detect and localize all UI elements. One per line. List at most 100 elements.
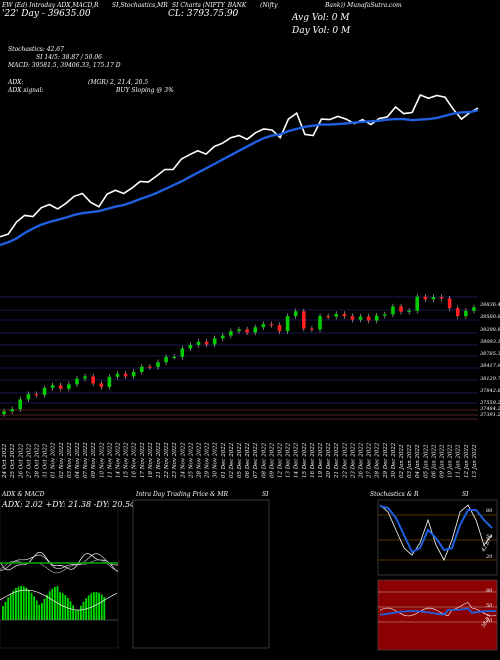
header-line3: SI Charts (NIFTY_BANK	[172, 2, 247, 9]
macd-signal-line	[0, 589, 118, 611]
date-tick-label: 22 Dec 2022	[342, 442, 348, 479]
bear-candle	[310, 328, 314, 330]
rsi-annotation: 38.87	[481, 613, 494, 629]
bull-candle	[180, 348, 185, 357]
bull-candle	[415, 296, 420, 311]
macd-histogram-bar	[20, 586, 22, 620]
macd-histogram-bar	[82, 601, 85, 620]
date-tick-label: 01 Dec 2022	[221, 442, 227, 478]
macd-histogram-bar	[77, 610, 80, 620]
bull-candle	[374, 315, 379, 321]
date-tick-label: 23 Dec 2022	[350, 442, 356, 479]
price-series-line	[0, 93, 479, 238]
macd-histogram-bar	[72, 605, 74, 620]
date-tick-label: 24 Oct 2022	[2, 443, 8, 479]
bear-candle	[269, 324, 274, 326]
date-tick-label: 04 Jan 2022	[415, 444, 421, 478]
macd-histogram-bar	[61, 593, 64, 620]
macd-histogram-bar	[54, 586, 56, 620]
date-tick-label: 14 Nov 2022	[115, 442, 121, 478]
bear-candle	[148, 366, 152, 368]
adx-line	[0, 551, 119, 572]
macd-histogram-bar	[4, 601, 7, 620]
macd-histogram-bar	[41, 602, 43, 620]
macd-histogram-bar	[64, 595, 67, 620]
date-tick-label: 30 Nov 2022	[213, 442, 219, 478]
stochastics-value: Stochastics: 42.67	[8, 46, 64, 53]
date-tick-label: 26 Dec 2022	[359, 442, 365, 479]
bull-candle	[358, 316, 363, 320]
bull-candle	[26, 394, 31, 400]
date-tick-label: 16 Nov 2022	[132, 442, 138, 478]
stoch-tick-label: 20	[485, 554, 493, 560]
bull-candle	[67, 384, 71, 389]
macd-histogram-bar	[93, 592, 95, 620]
macd-histogram-bar	[56, 586, 59, 620]
date-tick-label: 23 Nov 2022	[172, 442, 178, 479]
bull-candle	[407, 310, 411, 313]
stoch-panel-label: Stochastics & R	[370, 491, 419, 498]
bear-candle	[366, 316, 371, 321]
stoch-panel-label2: SI	[462, 491, 469, 498]
bear-candle	[350, 316, 355, 320]
date-tick-label: 27 Oct 2022	[26, 443, 32, 479]
price-tick-label: 37484.25	[480, 406, 500, 412]
date-tick-label: 09 Dec 2022	[269, 442, 275, 478]
date-tick-label: 10 Nov 2022	[99, 442, 105, 478]
bear-candle	[245, 329, 249, 333]
date-tick-label: 25 Oct 2022	[10, 443, 16, 479]
date-tick-label: 07 Dec 2022	[253, 442, 259, 478]
date-tick-label: 28 Nov 2022	[196, 442, 202, 479]
date-tick-label: 22 Nov 2022	[164, 442, 170, 479]
bull-candle	[237, 329, 241, 332]
macd-histogram-bar	[2, 606, 4, 620]
bear-candle	[399, 306, 403, 312]
macd-histogram-bar	[67, 597, 69, 620]
bear-candle	[58, 385, 63, 389]
bull-candle	[75, 378, 79, 385]
bear-candle	[342, 313, 347, 317]
buy-signal: BUY Sloping @ 3%	[116, 87, 174, 94]
date-tick-label: 31 Oct 2022	[43, 443, 49, 478]
rsi-value: SI 14/5: 38.87 / 50.06	[36, 54, 102, 61]
day-vol: Day Vol: 0 M	[292, 26, 351, 36]
date-tick-label: 07 Nov 2022	[83, 442, 89, 478]
date-tick-label: 13 Jan 2022	[472, 444, 478, 478]
date-tick-label: 03 Jan 2022	[407, 444, 413, 478]
intraday-panel-frame	[132, 499, 270, 649]
macd-histogram-bar	[48, 591, 51, 620]
date-tick-label: 05 Dec 2022	[237, 442, 243, 478]
adx-signal-label: ADX signal:	[8, 87, 44, 94]
date-tick-label: 03 Nov 2022	[67, 442, 73, 478]
date-tick-label: 05 Jan 2022	[423, 444, 429, 478]
price-tick-label: 39580.60	[480, 314, 500, 320]
date-tick-label: 13 Dec 2022	[286, 442, 292, 478]
date-tick-label: 02 Nov 2022	[59, 442, 65, 478]
stochastic-d-line	[379, 505, 493, 554]
bear-candle	[277, 324, 282, 332]
macd-histogram-bar	[98, 592, 100, 620]
bear-candle	[447, 298, 452, 309]
macd-histogram-bar	[43, 598, 46, 620]
date-tick-label: 06 Jan 2022	[431, 444, 437, 478]
rsi-line	[379, 602, 497, 617]
bull-candle	[464, 310, 468, 317]
adx-label: ADX:	[8, 79, 24, 86]
date-tick-label: 24 Nov 2022	[180, 442, 186, 479]
bull-candle	[2, 411, 6, 415]
bull-candle	[220, 335, 225, 339]
rsi-tick-label: 80	[486, 588, 493, 594]
ohlc-left: '22' Day - 39635.00	[2, 9, 91, 19]
stoch-tick-label: 50	[486, 534, 493, 540]
date-tick-label: 08 Dec 2022	[261, 442, 267, 478]
bull-candle	[139, 366, 144, 372]
date-tick-label: 14 Dec 2022	[294, 442, 300, 478]
bull-candle	[172, 356, 176, 359]
bear-candle	[204, 341, 209, 345]
bull-candle	[318, 316, 322, 330]
macd-histogram-bar	[30, 592, 33, 620]
date-tick-label: 21 Nov 2022	[156, 442, 162, 479]
rsi-tick-label: 20	[485, 618, 493, 624]
